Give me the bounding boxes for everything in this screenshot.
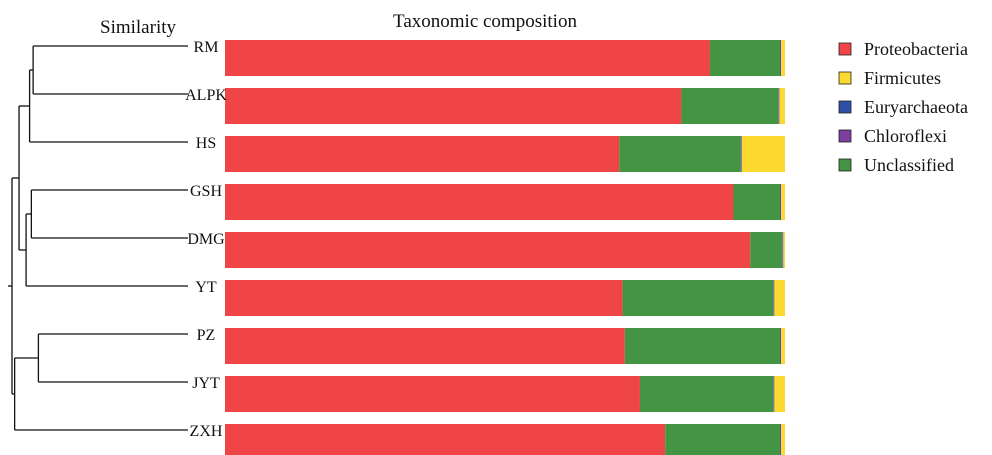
bar-segment-hs-chloroflexi bbox=[741, 136, 742, 172]
bar-segment-alpk-proteobacteria bbox=[225, 88, 682, 124]
bar-segment-gsh-proteobacteria bbox=[225, 184, 734, 220]
bar-segment-yt-firmicutes bbox=[774, 280, 785, 316]
legend-swatch-unclassified bbox=[838, 158, 852, 172]
legend-swatch-euryarchaeota bbox=[838, 100, 852, 114]
bar-segment-zxh-unclassified bbox=[665, 424, 780, 455]
bar-segment-zxh-proteobacteria bbox=[225, 424, 666, 455]
sample-label-jyt: JYT bbox=[192, 375, 220, 392]
legend-swatch-proteobacteria bbox=[838, 42, 852, 56]
legend-label-proteobacteria: Proteobacteria bbox=[864, 39, 968, 59]
dendrogram bbox=[8, 45, 188, 431]
bar-segment-jyt-proteobacteria bbox=[225, 376, 640, 412]
sample-label-hs: HS bbox=[196, 135, 216, 152]
bar-segment-dmg-firmicutes bbox=[783, 232, 785, 268]
bar-segment-yt-unclassified bbox=[622, 280, 774, 316]
bar-segment-dmg-proteobacteria bbox=[225, 232, 751, 268]
bar-segment-pz-chloroflexi bbox=[780, 328, 782, 364]
bar-gsh bbox=[225, 184, 785, 220]
bar-segment-dmg-euryarchaeota bbox=[782, 232, 783, 268]
bar-segment-dmg-unclassified bbox=[750, 232, 783, 268]
bar-segment-yt-chloroflexi bbox=[773, 280, 775, 316]
bar-segment-pz-proteobacteria bbox=[225, 328, 625, 364]
bar-segment-rm-proteobacteria bbox=[225, 40, 710, 76]
sample-label-pz: PZ bbox=[197, 327, 216, 344]
legend: Proteobacteria Firmicutes Euryarchaeota Chl… bbox=[838, 39, 968, 175]
bar-yt bbox=[225, 280, 785, 316]
bar-segment-jyt-euryarchaeota bbox=[773, 376, 774, 412]
sample-labels: RM ALPK HS GSH DMG YT PZ JYT ZXH bbox=[185, 39, 227, 440]
bar-alpk bbox=[225, 88, 785, 124]
bar-segment-jyt-unclassified bbox=[639, 376, 774, 412]
bar-segment-jyt-chloroflexi bbox=[773, 376, 775, 412]
legend-label-chloroflexi: Chloroflexi bbox=[864, 126, 947, 146]
bar-segment-zxh-chloroflexi bbox=[780, 424, 782, 455]
bar-segment-zxh-euryarchaeota bbox=[779, 424, 781, 455]
bar-segment-alpk-firmicutes bbox=[779, 88, 785, 124]
bar-jyt bbox=[225, 376, 785, 412]
bar-hs bbox=[225, 136, 785, 172]
legend-label-firmicutes: Firmicutes bbox=[864, 68, 941, 88]
bar-segment-pz-euryarchaeota bbox=[779, 328, 781, 364]
chart-title: Taxonomic composition bbox=[393, 11, 577, 32]
bar-segment-alpk-unclassified bbox=[681, 88, 779, 124]
sample-label-alpk: ALPK bbox=[185, 87, 227, 104]
bar-segment-rm-chloroflexi bbox=[780, 40, 782, 76]
bar-segment-zxh-firmicutes bbox=[781, 424, 785, 455]
bar-segment-gsh-unclassified bbox=[733, 184, 780, 220]
legend-swatch-firmicutes bbox=[838, 71, 852, 85]
bar-segment-gsh-chloroflexi bbox=[780, 184, 782, 220]
bar-segment-hs-proteobacteria bbox=[225, 136, 620, 172]
bar-zxh bbox=[225, 424, 785, 455]
dendrogram-title: Similarity bbox=[100, 17, 177, 38]
bar-segment-rm-firmicutes bbox=[781, 40, 785, 76]
bar-segment-hs-euryarchaeota bbox=[740, 136, 742, 172]
legend-label-unclassified: Unclassified bbox=[864, 155, 954, 175]
bar-rm bbox=[225, 40, 785, 76]
bar-segment-jyt-firmicutes bbox=[774, 376, 785, 412]
bar-segment-pz-unclassified bbox=[624, 328, 780, 364]
bar-segment-pz-firmicutes bbox=[781, 328, 785, 364]
bar-segment-hs-firmicutes bbox=[741, 136, 785, 172]
bar-segment-dmg-chloroflexi bbox=[782, 232, 784, 268]
bar-segment-rm-unclassified bbox=[709, 40, 780, 76]
bar-segment-hs-unclassified bbox=[619, 136, 741, 172]
sample-label-rm: RM bbox=[194, 39, 219, 56]
sample-label-dmg: DMG bbox=[187, 231, 225, 248]
bar-pz bbox=[225, 328, 785, 364]
bar-dmg bbox=[225, 232, 785, 268]
legend-label-euryarchaeota: Euryarchaeota bbox=[864, 97, 968, 117]
bar-segment-gsh-euryarchaeota bbox=[779, 184, 781, 220]
bar-segment-gsh-firmicutes bbox=[781, 184, 785, 220]
bar-segment-alpk-euryarchaeota bbox=[778, 88, 779, 124]
legend-swatch-chloroflexi bbox=[838, 129, 852, 143]
bar-segment-yt-euryarchaeota bbox=[773, 280, 774, 316]
stacked-bars bbox=[225, 40, 785, 455]
sample-label-yt: YT bbox=[195, 279, 217, 296]
bar-segment-alpk-chloroflexi bbox=[778, 88, 780, 124]
bar-segment-rm-euryarchaeota bbox=[779, 40, 781, 76]
sample-label-zxh: ZXH bbox=[190, 423, 223, 440]
sample-label-gsh: GSH bbox=[190, 183, 222, 200]
bar-segment-yt-proteobacteria bbox=[225, 280, 623, 316]
